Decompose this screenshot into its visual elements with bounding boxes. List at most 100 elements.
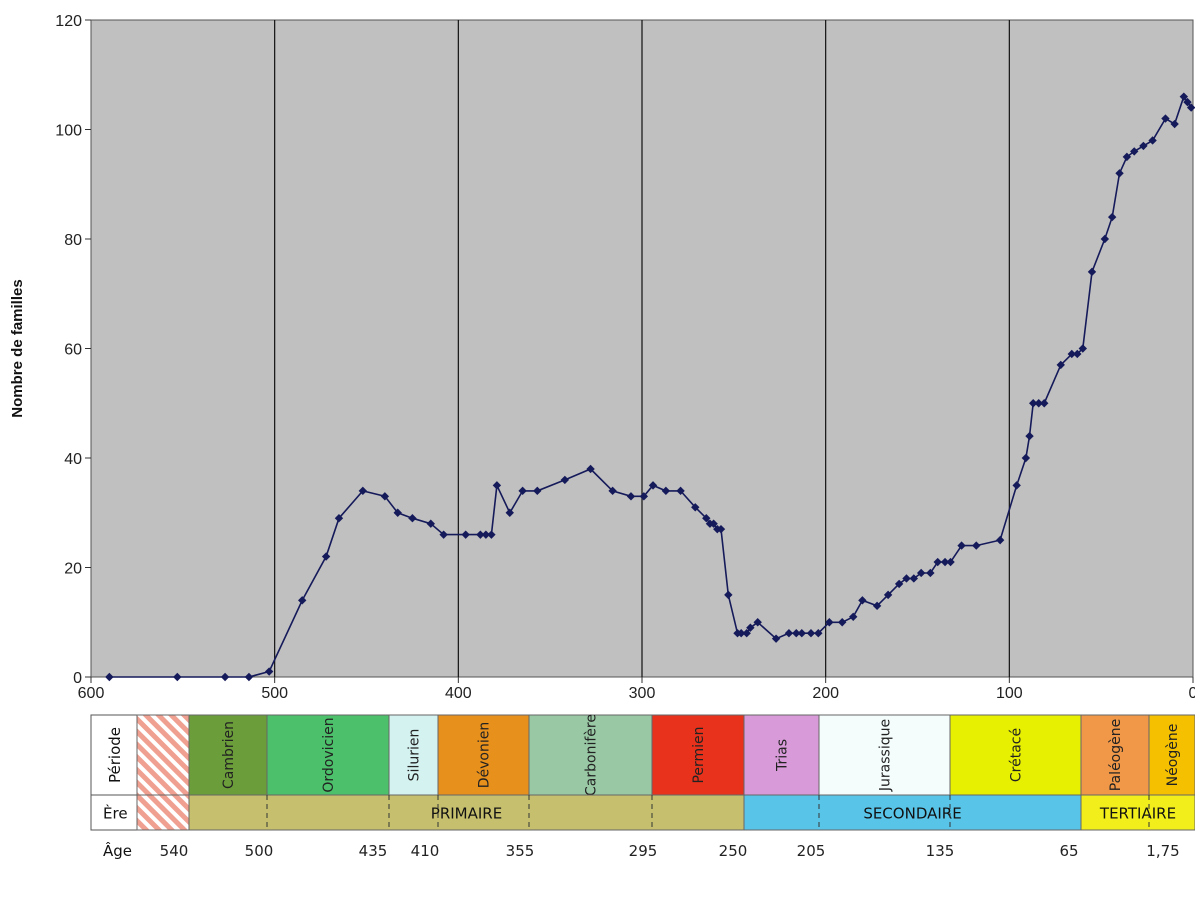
data-point-58	[926, 568, 935, 578]
age-label-1: 500	[245, 842, 274, 860]
data-point-81	[1139, 141, 1148, 151]
data-point-79	[1122, 152, 1132, 162]
age-label-3: 410	[411, 842, 440, 860]
period-label-6: Permien	[691, 726, 707, 783]
period-label-1: Cambrien	[221, 721, 237, 789]
data-point-18	[492, 481, 502, 490]
data-point-26	[639, 492, 649, 501]
age-label-4: 355	[506, 842, 535, 860]
data-point-11	[408, 514, 417, 523]
data-point-63	[972, 541, 981, 550]
x-tick-label-100: 100	[996, 685, 1023, 702]
data-point-35	[716, 524, 726, 534]
age-row-label: Âge	[103, 841, 132, 860]
data-point-76	[1100, 234, 1110, 244]
data-point-84	[1170, 119, 1179, 129]
period-cell-11	[1148, 714, 1195, 796]
data-point-25	[626, 492, 636, 501]
data-point-59	[933, 557, 942, 567]
era-cell-2	[1080, 794, 1195, 831]
data-point-28	[661, 486, 671, 496]
data-point-20	[518, 486, 527, 496]
data-point-70	[1040, 399, 1049, 408]
period-label-8: Jurassique	[878, 719, 894, 792]
era-row-label: Ère	[103, 804, 128, 823]
data-point-16	[481, 530, 491, 539]
x-tick-label-200: 200	[812, 685, 839, 702]
y-tick-label-120: 120	[55, 13, 82, 30]
x-tick-label-0: 0	[1189, 685, 1195, 702]
data-point-10	[393, 508, 402, 517]
data-point-46	[806, 629, 816, 638]
data-point-74	[1078, 344, 1087, 353]
y-tick-label-100: 100	[55, 123, 82, 140]
data-point-17	[487, 530, 496, 539]
y-axis-label: Nombre de familles	[9, 279, 26, 417]
data-point-2	[220, 672, 230, 682]
period-label-9: Crétacé	[1009, 728, 1025, 782]
data-point-50	[849, 612, 858, 621]
era-cell-1	[743, 794, 1082, 831]
data-point-87	[1186, 103, 1195, 112]
age-label-8: 135	[926, 842, 955, 860]
period-label-11: Néogène	[1165, 724, 1181, 787]
data-point-12	[426, 519, 435, 528]
y-tick-label-60: 60	[64, 342, 82, 359]
y-tick-label-40: 40	[64, 451, 82, 468]
data-point-14	[461, 530, 470, 539]
data-point-62	[957, 541, 966, 550]
data-point-55	[902, 574, 911, 583]
data-point-80	[1130, 147, 1139, 156]
data-point-40	[746, 623, 755, 632]
data-point-36	[724, 590, 733, 600]
data-point-78	[1115, 169, 1124, 178]
data-point-42	[771, 634, 781, 643]
period-label-7: Trias	[775, 739, 791, 772]
data-point-75	[1087, 267, 1097, 277]
data-point-21	[533, 486, 542, 496]
era-label-1: SECONDAIRE	[863, 805, 961, 823]
data-point-82	[1148, 136, 1157, 145]
data-point-13	[439, 530, 448, 539]
data-point-31	[702, 514, 711, 523]
era-label-0: PRIMAIRE	[431, 805, 502, 823]
period-cell-3	[388, 714, 439, 796]
data-point-57	[916, 568, 926, 578]
data-point-53	[883, 590, 893, 600]
age-label-5: 295	[629, 842, 658, 860]
data-point-69	[1034, 399, 1043, 408]
period-label-2: Ordovicien	[321, 717, 337, 792]
geologic-timescale: Période Ère Âge Cambrien Ordovicien Silurien D…	[90, 714, 1195, 860]
y-tick-label-20: 20	[64, 561, 82, 578]
data-point-52	[872, 601, 882, 611]
data-point-24	[608, 486, 617, 496]
data-point-61	[946, 557, 955, 567]
y-tick-label-0: 0	[73, 670, 82, 687]
data-point-66	[1021, 453, 1031, 463]
data-point-19	[505, 508, 514, 517]
data-point-1	[173, 672, 182, 682]
data-point-8	[358, 486, 368, 496]
data-point-0	[105, 672, 114, 682]
data-point-38	[736, 629, 746, 638]
data-point-73	[1073, 349, 1082, 359]
data-point-49	[837, 618, 847, 627]
age-label-6: 250	[719, 842, 748, 860]
data-point-60	[940, 557, 950, 567]
age-label-0: 540	[160, 842, 189, 860]
y-tick-label-80: 80	[64, 232, 82, 249]
data-point-68	[1029, 399, 1038, 408]
data-point-6	[321, 552, 331, 561]
data-point-85	[1179, 92, 1189, 101]
data-point-51	[858, 596, 867, 605]
data-point-72	[1067, 349, 1076, 359]
age-label-7: 205	[797, 842, 826, 860]
period-label-5: Carbonifère	[584, 714, 600, 796]
data-point-7	[334, 514, 344, 523]
data-point-9	[380, 492, 390, 501]
age-label-10: 1,75	[1146, 842, 1179, 860]
period-cell-0	[136, 714, 190, 796]
data-point-56	[909, 574, 919, 583]
period-cell-1	[188, 714, 268, 796]
x-tick-label-500: 500	[261, 685, 288, 702]
